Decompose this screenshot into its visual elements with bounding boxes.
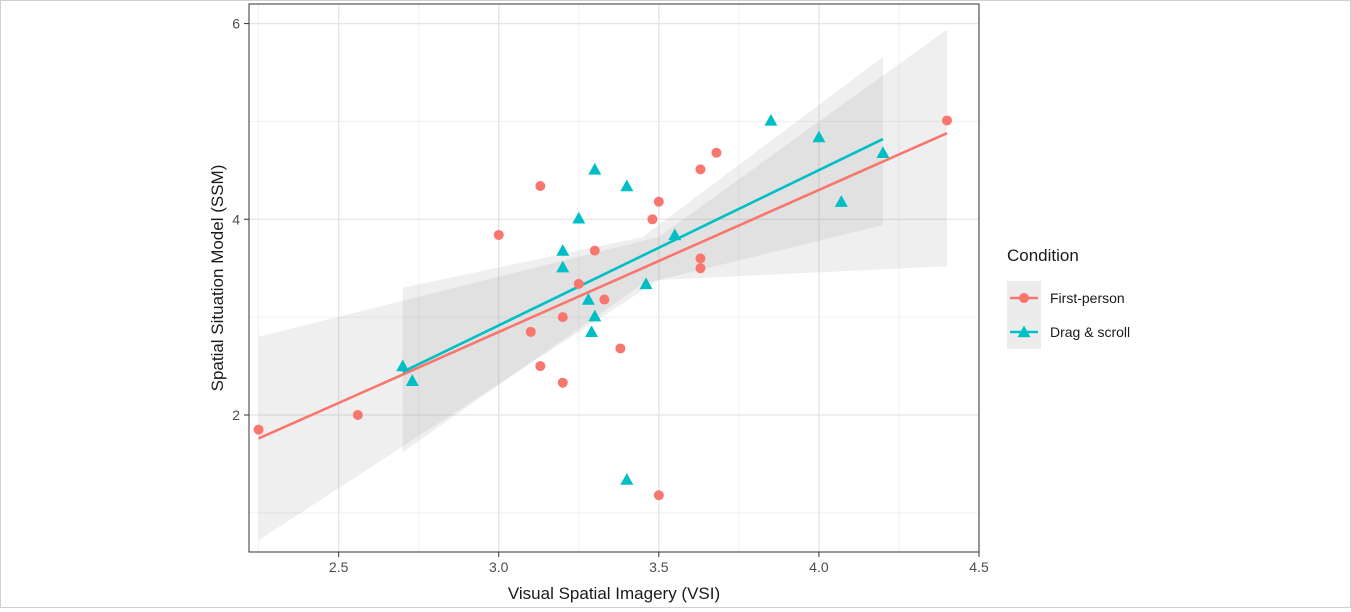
data-point (695, 263, 706, 274)
x-tick-label: 2.5 (329, 559, 349, 575)
data-point (556, 260, 570, 273)
data-point (941, 115, 952, 126)
axes: 2.5 3.0 3.5 4.0 4.5 2 4 6 (232, 16, 989, 575)
regression-lines (258, 131, 948, 440)
legend-key (1007, 315, 1041, 349)
legend-label: First-person (1050, 290, 1125, 306)
data-point (711, 147, 722, 158)
legend-key-marker (1017, 325, 1031, 338)
data-point (405, 374, 419, 386)
y-tick-label: 2 (232, 407, 240, 423)
data-point (573, 278, 584, 289)
data-point (876, 146, 890, 158)
data-point (695, 164, 706, 175)
data-point (588, 309, 602, 322)
regression-line (402, 137, 884, 374)
x-tick-label: 4.5 (969, 559, 989, 575)
y-axis-title: Spatial Situation Model (SSM) (208, 165, 227, 392)
data-point (581, 293, 595, 305)
data-point (535, 181, 546, 192)
data-point (588, 162, 602, 175)
legend-title: Condition (1007, 246, 1079, 265)
data-point (585, 325, 599, 338)
x-tick-label: 4.0 (809, 559, 829, 575)
data-point (253, 424, 264, 435)
x-tick-label: 3.5 (649, 559, 669, 575)
x-axis-title: Visual Spatial Imagery (VSI) (508, 584, 720, 603)
data-point (647, 214, 658, 225)
data-point (396, 359, 410, 372)
data-point (653, 196, 664, 207)
data-point (653, 490, 664, 501)
data-point (557, 312, 568, 323)
legend: Condition First-person Drag & scroll (1007, 246, 1130, 349)
data-points (253, 113, 952, 501)
data-point (572, 211, 586, 224)
data-point (812, 130, 826, 143)
data-point (525, 326, 536, 337)
legend-key-marker (1019, 293, 1029, 303)
data-point (620, 473, 634, 485)
data-point (352, 410, 363, 420)
data-point (695, 253, 706, 264)
data-point (764, 113, 778, 126)
regression-line (258, 131, 948, 440)
data-point (668, 228, 682, 241)
legend-key (1007, 281, 1041, 315)
legend-label: Drag & scroll (1050, 324, 1130, 340)
data-point (834, 195, 848, 207)
data-point (535, 361, 546, 372)
plot-panel-border (248, 3, 980, 553)
data-point (639, 277, 653, 290)
y-tick-label: 6 (232, 16, 240, 32)
data-point (556, 244, 570, 256)
data-point (493, 229, 504, 240)
x-tick-label: 3.0 (489, 559, 509, 575)
data-point (620, 179, 634, 192)
data-point (557, 377, 568, 388)
y-tick-label: 4 (232, 211, 240, 227)
data-point (599, 294, 610, 305)
legend-items: First-person Drag & scroll (1007, 281, 1130, 349)
data-point (589, 245, 600, 256)
data-point (615, 343, 626, 354)
